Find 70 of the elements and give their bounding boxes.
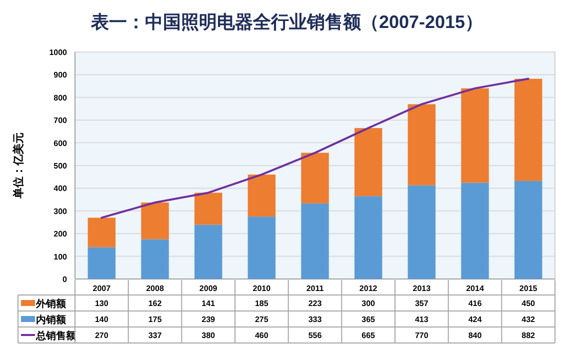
bar [354, 196, 382, 279]
data-label: 380 [202, 331, 216, 340]
x-tick-label: 2011 [306, 284, 324, 293]
data-label: 162 [148, 299, 162, 308]
data-label: 239 [202, 315, 216, 324]
bar [408, 104, 436, 186]
x-tick-label: 2009 [199, 284, 218, 293]
x-tick-label: 2015 [519, 284, 538, 293]
data-label: 665 [362, 331, 376, 340]
data-label: 416 [468, 299, 482, 308]
y-tick-label: 300 [54, 206, 68, 216]
data-label: 840 [468, 331, 482, 340]
data-label: 185 [254, 299, 269, 308]
x-tick-label: 2007 [92, 284, 112, 293]
y-tick-label: 1000 [49, 48, 68, 57]
bar [301, 152, 329, 204]
y-tick-label: 500 [54, 162, 68, 170]
legend-label: 外销额 [35, 298, 67, 310]
bar [461, 88, 489, 183]
data-label: 300 [362, 299, 376, 308]
y-tick-label: 700 [54, 116, 68, 126]
y-tick-label: 200 [54, 230, 68, 239]
data-label: 450 [522, 299, 536, 308]
data-label: 130 [94, 299, 109, 308]
data-label: 413 [414, 315, 429, 324]
x-tick-label: 2008 [146, 284, 164, 293]
bar [88, 247, 116, 279]
data-label: 365 [362, 315, 376, 324]
data-label: 275 [254, 315, 269, 324]
data-label: 223 [308, 299, 322, 308]
bar [301, 203, 329, 279]
y-tick-label: 600 [54, 138, 68, 148]
data-label: 770 [414, 331, 429, 340]
y-tick-label: 100 [54, 252, 68, 262]
data-label: 882 [522, 331, 536, 340]
bar [88, 218, 116, 248]
data-label: 337 [148, 331, 162, 340]
bar [514, 78, 542, 181]
y-tick-label: 800 [54, 93, 68, 102]
x-tick-label: 2014 [466, 284, 484, 293]
chart-title: 表一：中国照明电器全行业销售额（2007-2015） [90, 12, 484, 32]
data-label: 333 [308, 315, 322, 324]
data-label: 175 [148, 315, 162, 324]
bar [194, 224, 222, 279]
bar [141, 239, 169, 279]
legend-label: 内销额 [36, 314, 67, 326]
bar [354, 128, 382, 196]
data-label: 270 [94, 331, 109, 340]
bar [461, 182, 489, 279]
y-axis-title: 单位：亿美元 [12, 132, 25, 200]
bar [248, 216, 276, 279]
data-label: 424 [468, 315, 482, 324]
data-label: 141 [202, 299, 216, 308]
data-label: 432 [522, 315, 536, 324]
data-label: 460 [254, 331, 269, 340]
bar [248, 174, 276, 217]
data-label: 556 [308, 331, 322, 340]
bar [194, 192, 222, 225]
data-label: 357 [414, 299, 429, 308]
bar [408, 185, 436, 279]
y-tick-label: 0 [62, 275, 68, 284]
y-tick-label: 400 [54, 184, 68, 194]
line-series [100, 78, 530, 219]
data-label: 140 [94, 315, 109, 324]
bar [141, 202, 169, 240]
x-tick-label: 2012 [359, 284, 378, 293]
bar [514, 180, 542, 279]
y-tick-label: 900 [54, 70, 68, 80]
x-tick-label: 2013 [412, 284, 432, 293]
x-tick-label: 2010 [252, 284, 272, 293]
